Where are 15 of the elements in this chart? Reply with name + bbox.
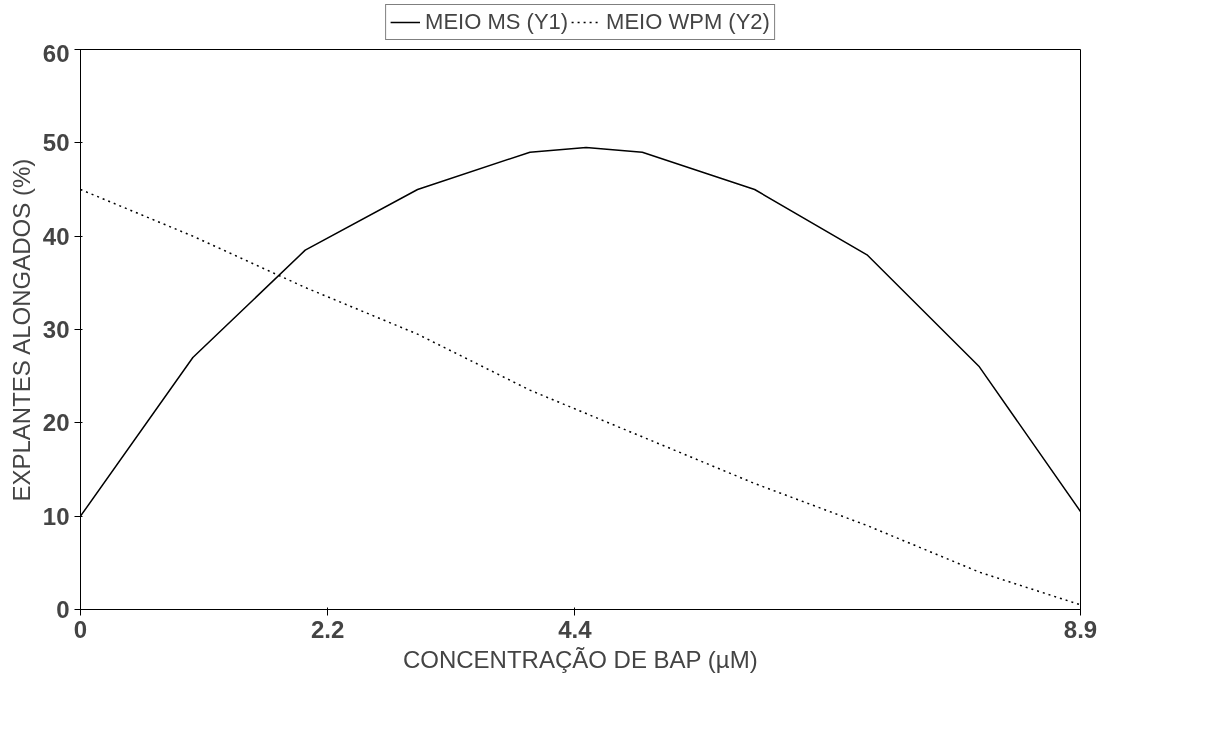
x-tick-label: 8.9: [1063, 615, 1098, 643]
legend-label: MEIO WPM (Y2): [606, 9, 770, 35]
y-tick-label: 0: [56, 596, 70, 623]
x-tick-label: 0: [73, 615, 88, 643]
x-tick-label: 2.2: [311, 615, 345, 643]
y-tick-label: 40: [42, 222, 70, 250]
x-axis-title: CONCENTRAÇÃO DE BAP (µM): [402, 645, 758, 673]
y-tick-label: 30: [42, 316, 70, 343]
x-tick-label: 4.4: [558, 615, 593, 643]
legend-label: MEIO MS (Y1): [425, 9, 569, 35]
y-axis-title: EXPLANTES ALONGADOS (%): [7, 158, 35, 502]
y-tick-label: 50: [42, 129, 70, 157]
y-tick-label: 20: [42, 409, 70, 437]
y-tick-label: 60: [42, 39, 70, 67]
y-tick-label: 10: [42, 502, 70, 530]
